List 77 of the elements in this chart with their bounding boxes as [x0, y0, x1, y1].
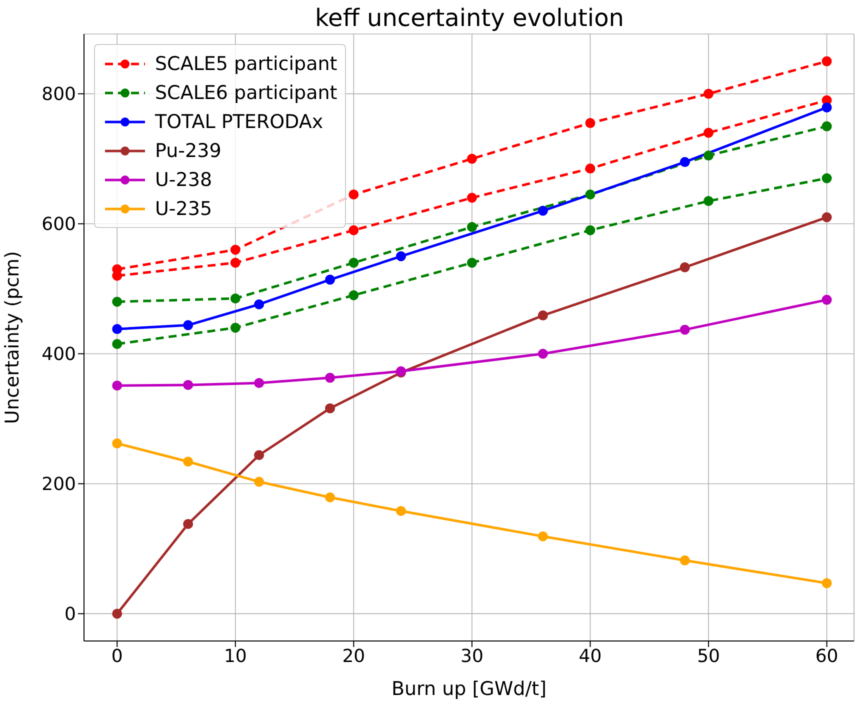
x-tick-label: 20 [342, 646, 366, 667]
point [704, 88, 714, 99]
point [822, 578, 832, 588]
point [704, 128, 714, 138]
point [348, 225, 359, 236]
point [585, 164, 596, 174]
point [585, 190, 596, 200]
point [822, 102, 832, 112]
point [538, 206, 548, 216]
point [254, 378, 264, 388]
chart-title: keff uncertainty evolution [314, 4, 625, 32]
x-tick-label: 50 [697, 646, 720, 667]
x-tick-label: 60 [815, 646, 838, 667]
point [538, 531, 548, 542]
point [680, 324, 690, 335]
point [348, 290, 359, 300]
legend-label: SCALE5 participant [155, 52, 338, 74]
point [230, 322, 240, 333]
x-axis-title: Burn up [GWd/t] [391, 678, 547, 700]
legend-label: Pu-239 [155, 140, 222, 162]
point [396, 506, 406, 516]
y-tick-label: 800 [42, 84, 76, 106]
point [466, 258, 477, 268]
point [466, 154, 477, 164]
point [254, 450, 264, 460]
point [230, 258, 240, 268]
legend-label: U-235 [155, 198, 212, 220]
point [325, 492, 336, 502]
legend-label: U-238 [155, 168, 212, 190]
point [325, 403, 336, 414]
point [538, 348, 548, 359]
point [822, 212, 832, 222]
point [585, 225, 596, 236]
point [585, 118, 596, 128]
point [348, 258, 359, 268]
point [230, 294, 240, 304]
x-tick-label: 10 [224, 646, 247, 667]
x-tick-label: 30 [460, 646, 484, 667]
point [112, 339, 122, 349]
point [680, 157, 690, 168]
point [466, 222, 477, 232]
y-tick-label: 400 [42, 344, 76, 366]
point [183, 519, 194, 530]
point [348, 190, 359, 200]
point [183, 456, 194, 467]
legend-label: SCALE6 participant [155, 82, 338, 104]
point [822, 121, 832, 132]
point [822, 294, 832, 305]
point [680, 262, 690, 272]
point [822, 173, 832, 184]
legend-label: TOTAL PTERODAx [155, 110, 324, 132]
point [112, 296, 122, 307]
point [183, 380, 194, 390]
point [325, 372, 336, 383]
point [254, 476, 264, 487]
x-tick-label: 0 [111, 646, 123, 667]
point [112, 438, 122, 448]
y-tick-label: 600 [42, 214, 76, 236]
y-tick-label: 200 [42, 474, 76, 496]
y-axis-title: Uncertainty (pcm) [2, 251, 24, 424]
point [230, 244, 240, 255]
point [704, 196, 714, 206]
point [112, 270, 122, 281]
point [112, 608, 122, 619]
x-tick-label: 40 [578, 646, 602, 667]
point [112, 380, 122, 391]
point [396, 251, 406, 262]
point [538, 310, 548, 320]
point [704, 150, 714, 161]
point [183, 320, 194, 330]
y-tick-label: 0 [64, 604, 76, 626]
point [680, 555, 690, 566]
point [112, 324, 122, 334]
point [466, 192, 477, 203]
point [254, 299, 264, 310]
point [325, 274, 336, 285]
point [822, 56, 832, 66]
